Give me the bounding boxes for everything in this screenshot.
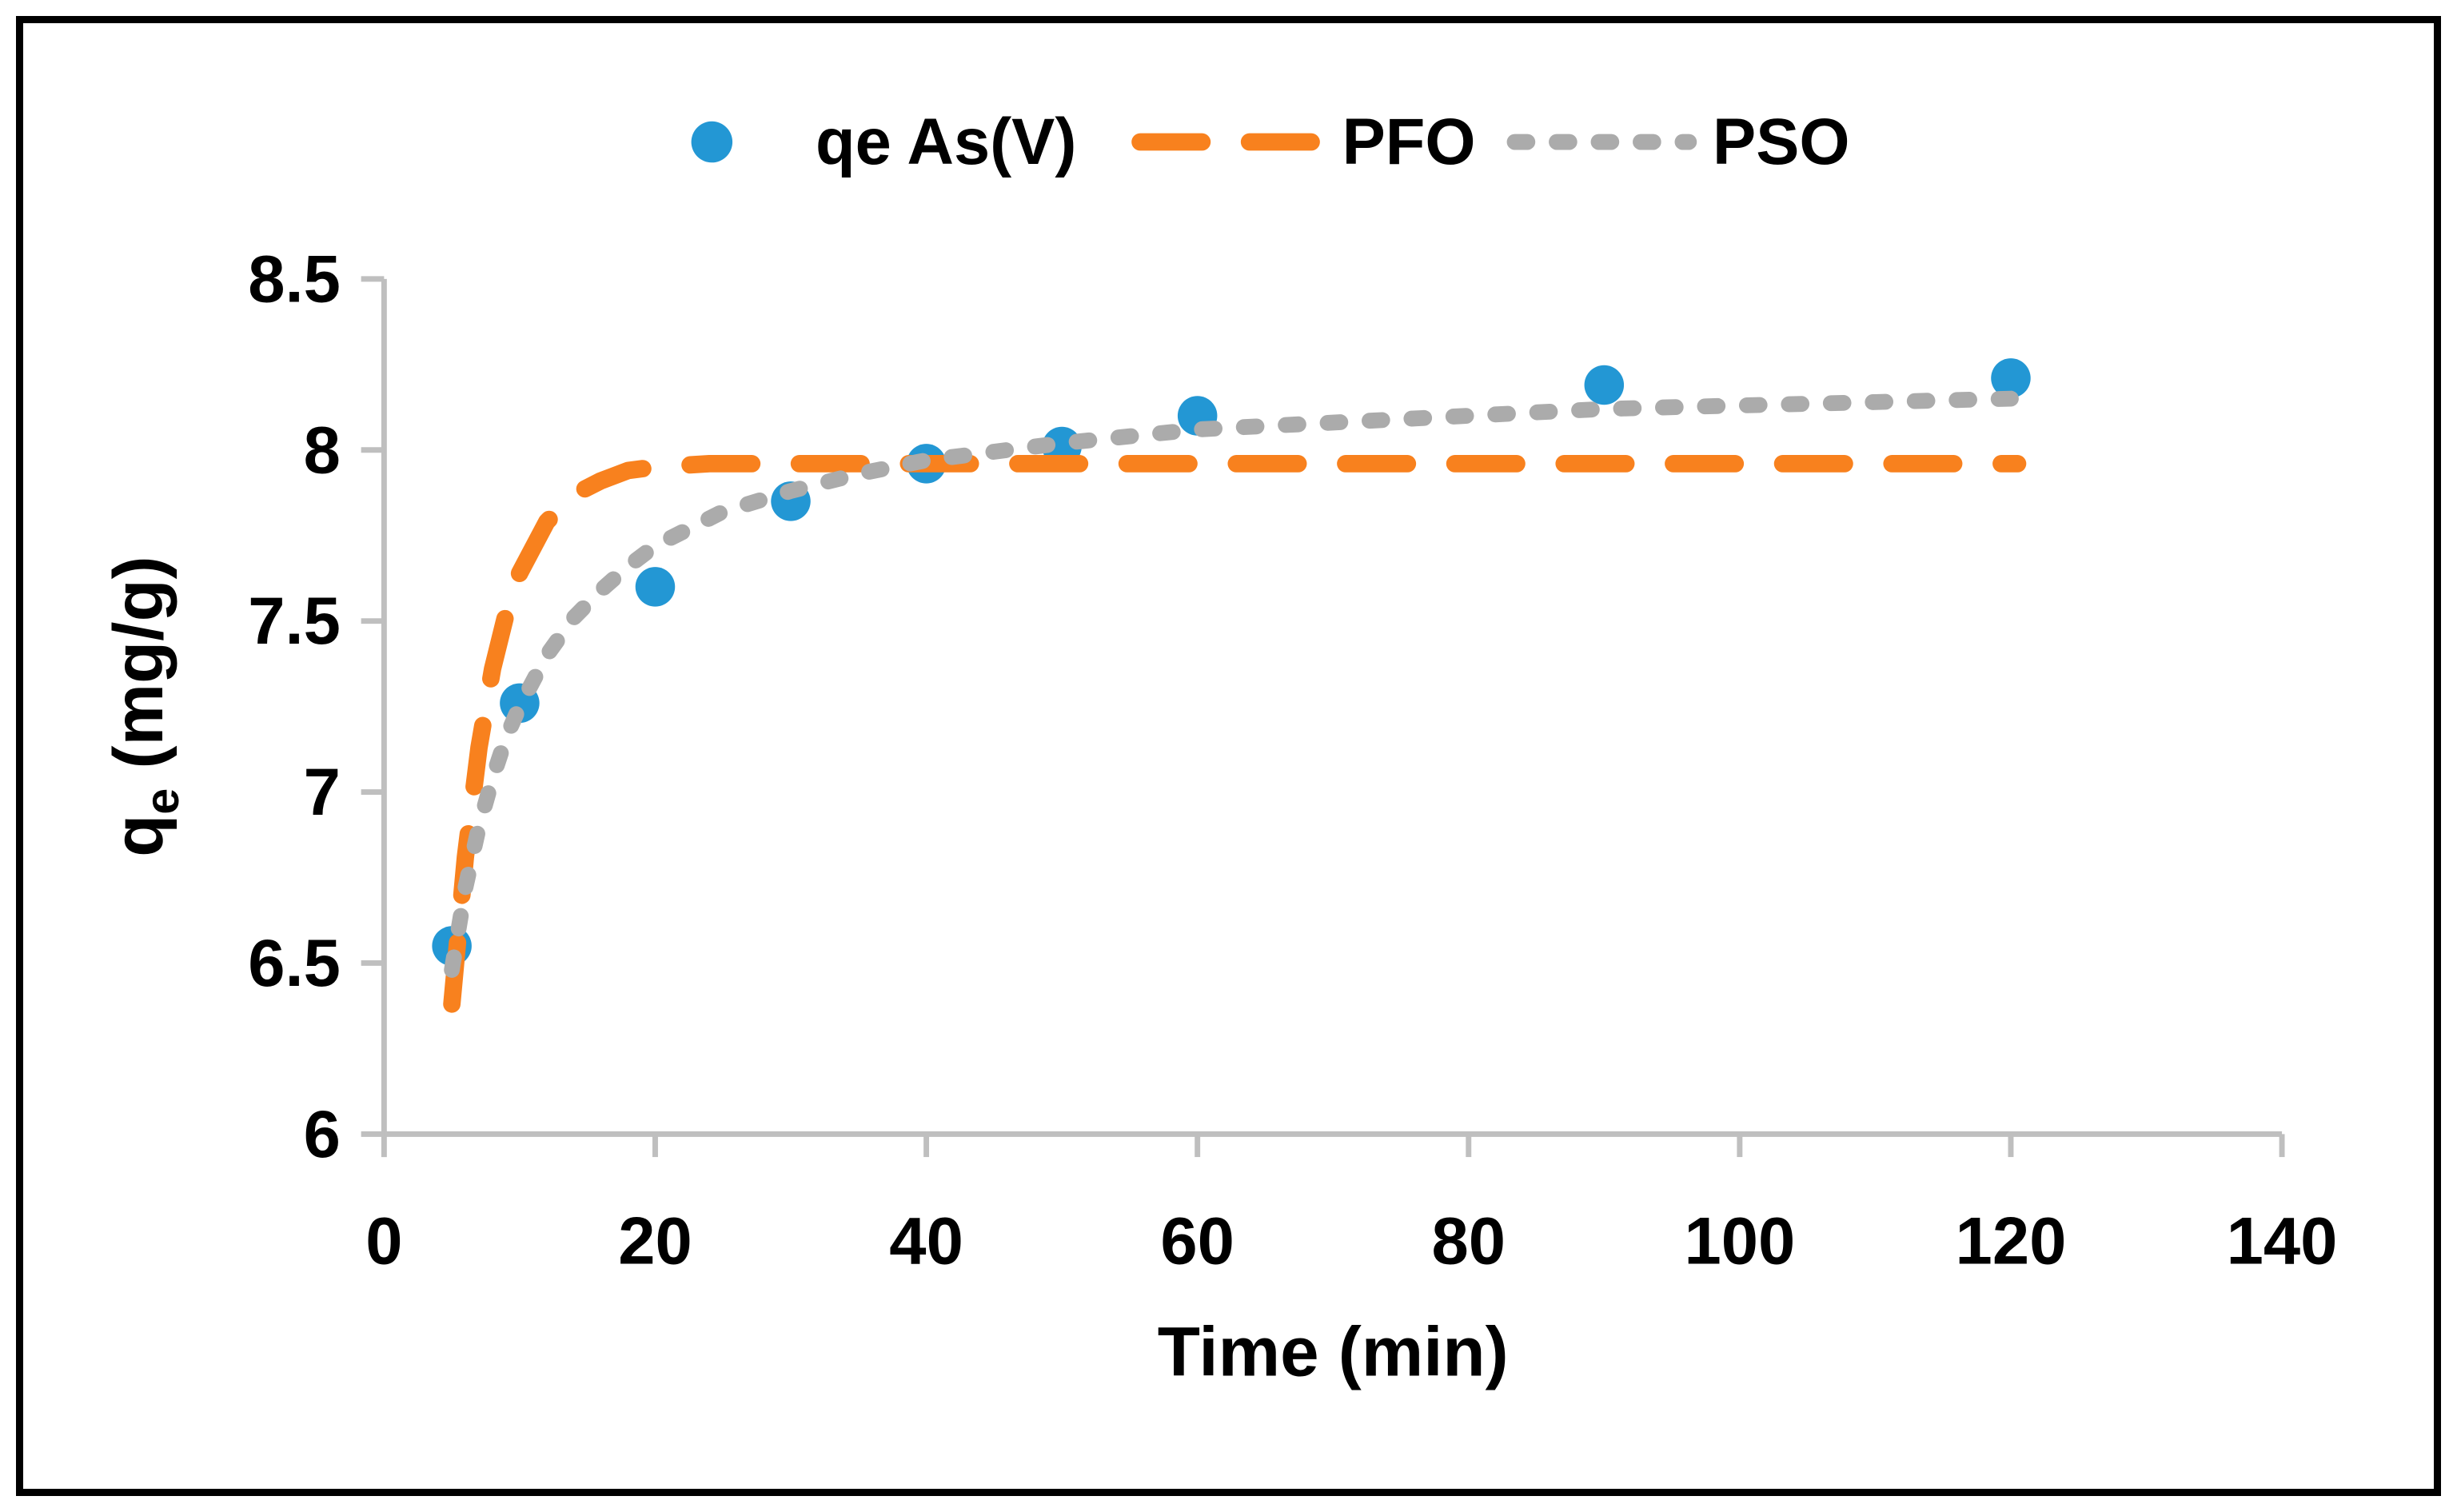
- pso-curve: [444, 390, 2019, 978]
- x-tick-label: 0: [365, 1204, 402, 1279]
- y-tick-label: 6: [304, 1097, 341, 1171]
- y-tick-label: 8.5: [248, 241, 341, 316]
- data-point-qe: [1584, 365, 1625, 405]
- legend-label-pso[interactable]: PSO: [1713, 106, 1849, 178]
- x-tick-label: 40: [889, 1204, 963, 1279]
- x-tick-label: 100: [1684, 1204, 1795, 1279]
- legend-label-pfo[interactable]: PFO: [1342, 106, 1476, 178]
- x-axis-title: Time (min): [1158, 1313, 1509, 1390]
- data-point-qe: [635, 567, 676, 607]
- data-point-qe: [1991, 358, 2031, 398]
- x-tick-label: 80: [1432, 1204, 1506, 1279]
- x-tick-label: 140: [2227, 1204, 2338, 1279]
- y-tick-label: 7: [304, 755, 341, 829]
- figure-frame: 6 6.5 7 7.5 8 8.5 0 20 40 60 80 100 120 140 Time (min)…: [16, 16, 2441, 1496]
- y-tick-label: 8: [304, 413, 341, 487]
- legend-label-qe[interactable]: qe As(V): [816, 106, 1076, 178]
- y-axis-title: qe (mg/g): [100, 556, 189, 857]
- legend-marker-qe[interactable]: [691, 121, 733, 163]
- pfo-curve: [443, 454, 2027, 1013]
- y-tick-label: 7.5: [248, 584, 341, 658]
- x-tick-label: 60: [1160, 1204, 1234, 1279]
- adsorption-kinetics-chart: 6 6.5 7 7.5 8 8.5 0 20 40 60 80 100 120 140 Time (min)…: [100, 106, 2338, 1390]
- x-tick-label: 120: [1956, 1204, 2067, 1279]
- y-tick-label: 6.5: [248, 926, 341, 1000]
- x-tick-label: 20: [618, 1204, 692, 1279]
